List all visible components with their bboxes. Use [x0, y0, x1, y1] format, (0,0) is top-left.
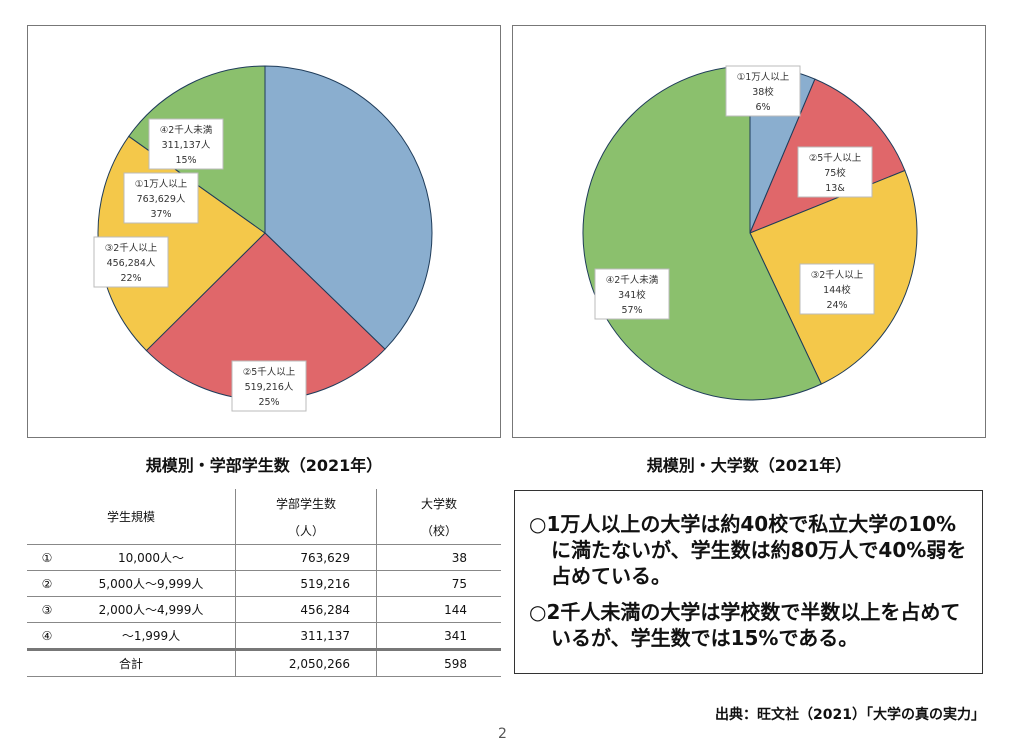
label-box — [594, 268, 670, 320]
row-universities: 341 — [376, 622, 501, 650]
row-mark: ① — [27, 544, 67, 571]
label-box — [799, 263, 875, 315]
table-row: ④ ～1,999人 311,137 341 — [27, 622, 501, 650]
header-universities-line2: （校） — [420, 523, 457, 538]
row-students: 519,216 — [235, 570, 377, 597]
row-universities: 38 — [376, 544, 501, 571]
row-range: 10,000人～ — [67, 544, 236, 571]
slice-data-label: ①1万人以上 38校 6% — [725, 65, 801, 117]
note-item: ○2千人未満の大学は学校数で半数以上を占めているが、学生数では15%である。 — [529, 600, 961, 650]
slice-label-text: 38校 — [752, 86, 774, 98]
notes-box: ○1万人以上の大学は約40校で私立大学の10%に満たないが、学生数は約80万人で… — [514, 490, 983, 674]
pie-slice — [264, 65, 433, 350]
slice-label-text: 341校 — [618, 289, 646, 301]
row-range: 2,000人～4,999人 — [67, 596, 236, 623]
chart-panel-universities: ①1万人以上 38校 6% ②5千人以上 75校 13& ③2千人以上 144校 24% ④2千人… — [512, 25, 986, 438]
slice-label-text: ④2千人未満 — [606, 274, 659, 286]
slice-label-text: 25% — [258, 397, 279, 408]
stats-table: 学生規模 学部学生数 （人） 大学数 （校） ① 10,000人～ 763,62… — [27, 489, 501, 677]
slice-label-text: 37% — [150, 209, 171, 220]
slice-label-text: 75校 — [824, 167, 846, 179]
total-label: 合計 — [27, 648, 236, 677]
table-row: ③ 2,000人～4,999人 456,284 144 — [27, 596, 501, 623]
table-row: ① 10,000人～ 763,629 38 — [27, 544, 501, 571]
row-range: ～1,999人 — [67, 622, 236, 650]
label-box — [93, 236, 169, 288]
slice-data-label: ②5千人以上 519,216人 25% — [231, 360, 307, 412]
source-citation: 出典：旺文社（2021）「大学の真の実力」 — [715, 707, 985, 723]
slice-label-text: ②5千人以上 — [243, 367, 296, 378]
table-total-row: 合計 2,050,266 598 — [27, 648, 501, 677]
chart-caption-students: 規模別・学部学生数（2021年） — [145, 456, 383, 475]
header-universities-line1: 大学数 — [420, 496, 457, 511]
slice-label-text: ③2千人以上 — [811, 270, 864, 281]
label-box — [123, 172, 199, 224]
pie-chart-students: ①1万人以上 763,629人 37% ②5千人以上 519,216人 25% ③2千人以上… — [93, 65, 433, 412]
slice-label-text: ③2千人以上 — [105, 243, 158, 254]
slice-label-text: 519,216人 — [245, 382, 294, 393]
slice-label-text: 311,137人 — [162, 140, 211, 151]
slice-data-label: ②5千人以上 75校 13& — [797, 146, 873, 198]
label-box — [797, 146, 873, 198]
slice-label-text: 24% — [826, 300, 847, 311]
table-header-row: 学生規模 学部学生数 （人） 大学数 （校） — [27, 489, 501, 545]
header-students-line1: 学部学生数 — [275, 496, 336, 511]
header-scale: 学生規模 — [27, 489, 236, 545]
slice-label-text: 57% — [621, 305, 642, 316]
chart-panel-students: ①1万人以上 763,629人 37% ②5千人以上 519,216人 25% ③2千人以上… — [27, 25, 501, 438]
label-box — [231, 360, 307, 412]
slice-label-text: ④2千人未満 — [160, 124, 213, 136]
table-row: ② 5,000人～9,999人 519,216 75 — [27, 570, 501, 597]
header-students-line2: （人） — [287, 523, 324, 538]
label-box — [148, 118, 224, 170]
header-students: 学部学生数 （人） — [235, 489, 377, 545]
slice-label-text: 22% — [120, 273, 141, 284]
row-universities: 75 — [376, 570, 501, 597]
row-students: 763,629 — [235, 544, 377, 571]
slice-label-text: 13& — [825, 183, 845, 194]
slice-label-text: 456,284人 — [107, 258, 156, 269]
slice-label-text: 15% — [175, 155, 196, 166]
slice-label-text: 144校 — [823, 284, 851, 296]
total-universities: 598 — [376, 648, 501, 677]
slice-label-text: ①1万人以上 — [135, 179, 188, 190]
slice-data-label: ③2千人以上 456,284人 22% — [93, 236, 169, 288]
row-mark: ④ — [27, 622, 67, 650]
slice-label-text: ②5千人以上 — [809, 153, 862, 164]
page-number: 2 — [498, 726, 507, 742]
row-mark: ③ — [27, 596, 67, 623]
slice-label-text: 763,629人 — [137, 194, 186, 205]
row-students: 311,137 — [235, 622, 377, 650]
slice-data-label: ④2千人未満 311,137人 15% — [148, 118, 224, 170]
slice-data-label: ①1万人以上 763,629人 37% — [123, 172, 199, 224]
slice-data-label: ③2千人以上 144校 24% — [799, 263, 875, 315]
chart-caption-universities: 規模別・大学数（2021年） — [646, 456, 852, 475]
row-range: 5,000人～9,999人 — [67, 570, 236, 597]
label-box — [725, 65, 801, 117]
row-mark: ② — [27, 570, 67, 597]
slice-label-text: 6% — [755, 102, 770, 113]
row-universities: 144 — [376, 596, 501, 623]
total-students: 2,050,266 — [235, 648, 377, 677]
header-universities: 大学数 （校） — [376, 489, 501, 545]
row-students: 456,284 — [235, 596, 377, 623]
pie-chart-universities: ①1万人以上 38校 6% ②5千人以上 75校 13&③2千人以上 144校 24% ④2千人… — [582, 65, 918, 401]
slice-label-text: ①1万人以上 — [737, 72, 790, 83]
note-item: ○1万人以上の大学は約40校で私立大学の10%に満たないが、学生数は約80万人で… — [529, 512, 967, 588]
slice-data-label: ④2千人未満 341校 57% — [594, 268, 670, 320]
